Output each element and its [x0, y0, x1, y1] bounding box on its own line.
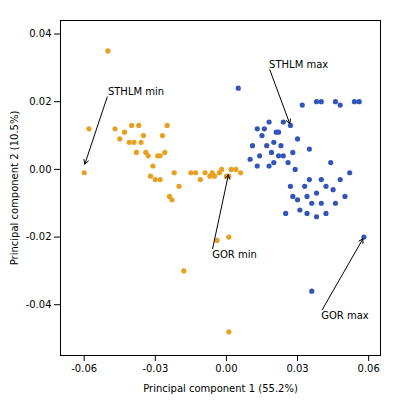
svg-text:Principal component 2 (10.5%): Principal component 2 (10.5%) — [9, 111, 20, 266]
svg-text:0.00: 0.00 — [29, 164, 51, 175]
svg-text:-0.04: -0.04 — [26, 299, 52, 310]
svg-text:0.06: 0.06 — [358, 363, 380, 374]
svg-text:-0.02: -0.02 — [26, 231, 52, 242]
svg-text:0.00: 0.00 — [215, 363, 237, 374]
svg-text:GOR min: GOR min — [212, 249, 257, 260]
svg-text:Principal component 1 (55.2%): Principal component 1 (55.2%) — [143, 383, 298, 394]
svg-text:0.04: 0.04 — [29, 28, 51, 39]
svg-text:0.02: 0.02 — [29, 96, 51, 107]
svg-text:-0.03: -0.03 — [142, 363, 168, 374]
svg-text:STHLM max: STHLM max — [269, 59, 328, 70]
svg-text:STHLM min: STHLM min — [108, 86, 164, 97]
svg-text:-0.06: -0.06 — [71, 363, 97, 374]
svg-text:0.03: 0.03 — [286, 363, 308, 374]
svg-text:GOR max: GOR max — [321, 310, 369, 321]
